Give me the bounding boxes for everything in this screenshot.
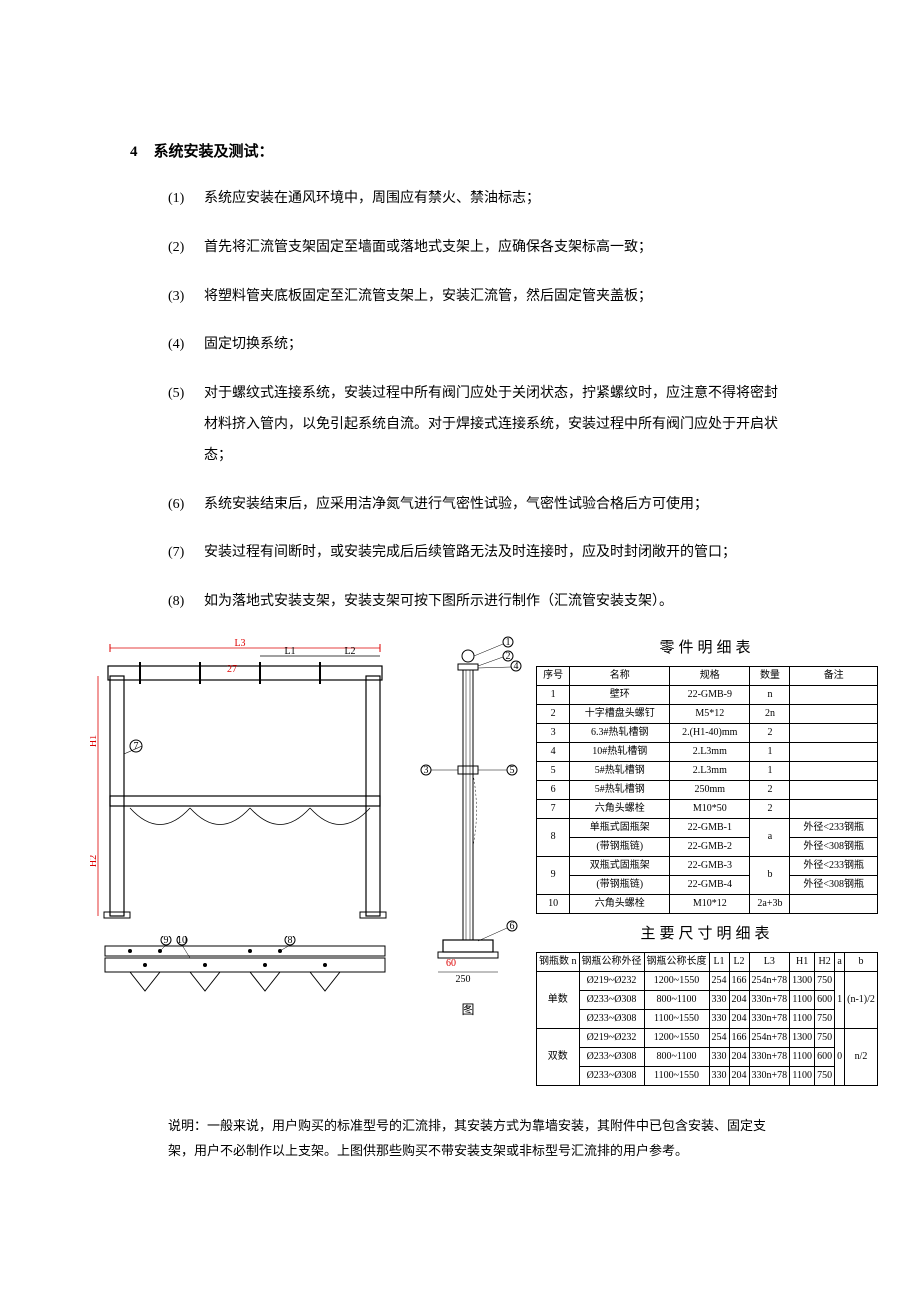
col-spec: 规格 [670,666,750,685]
table-row: 36.3#热轧槽钢2.(H1-40)mm2 [537,723,878,742]
table-row: 10六角头螺栓M10*122a+3b [537,894,878,913]
section-heading: 4 系统安装及测试： [130,140,790,164]
dim-27: 27 [227,664,237,675]
dims-table-title: 主要尺寸明细表 [536,922,878,946]
callout-8: 8 [288,936,293,946]
list-marker: (5) [168,379,184,410]
table-row: 9 双瓶式固瓶架 22-GMB-3 b 外径<233钢瓶 [537,856,878,875]
table-row: 410#热轧槽钢2.L3mm1 [537,742,878,761]
list-item: (2) 首先将汇流管支架固定至墙面或落地式支架上，应确保各支架标高一致； [168,233,790,264]
parts-table-title: 零件明细表 [536,636,878,660]
left-diagrams: L3 L1 L2 27 H1 H2 7 [90,636,400,1086]
table-row: (带钢瓶链) 22-GMB-2 外径<308钢瓶 [537,837,878,856]
dims-table: 钢瓶数 n 钢瓶公称外径 钢瓶公称长度 L1 L2 L3 H1 H2 a b 单… [536,952,878,1086]
parts-table-block: 零件明细表 序号 名称 规格 数量 备注 1壁环22-GMB-9n 2十字槽盘头… [536,636,878,914]
table-header-row: 钢瓶数 n 钢瓶公称外径 钢瓶公称长度 L1 L2 L3 H1 H2 a b [537,952,878,971]
callout-6: 6 [510,921,515,932]
callout-9: 9 [164,936,169,946]
col-no: 序号 [537,666,570,685]
list-marker: (6) [168,490,184,521]
dim-h1: H1 [90,735,99,747]
list-item: (6) 系统安装结束后，应采用洁净氮气进行气密性试验，气密性试验合格后方可使用； [168,490,790,521]
table-header-row: 序号 名称 规格 数量 备注 [537,666,878,685]
list-text: 系统安装结束后，应采用洁净氮气进行气密性试验，气密性试验合格后方可使用； [204,497,708,512]
dim-l3: L3 [234,638,245,649]
list-text: 系统应安装在通风环境中，周围应有禁火、禁油标志； [204,191,540,206]
dim-250: 250 [456,974,471,985]
list-item: (8) 如为落地式安装支架，安装支架可按下图所示进行制作（汇流管安装支架）。 [168,587,790,618]
callout-3: 3 [424,765,429,776]
list-item: (4) 固定切换系统； [168,330,790,361]
list-text: 将塑料管夹底板固定至汇流管支架上，安装汇流管，然后固定管夹盖板； [204,289,652,304]
table-row: 55#热轧槽钢2.L3mm1 [537,761,878,780]
list-item: (3) 将塑料管夹底板固定至汇流管支架上，安装汇流管，然后固定管夹盖板； [168,282,790,313]
list-text: 首先将汇流管支架固定至墙面或落地式支架上，应确保各支架标高一致； [204,240,652,255]
callout-1: 1 [506,637,511,648]
table-row: 单数 Ø219~Ø2321200~1550254166254n+78130075… [537,971,878,990]
table-row: 65#热轧槽钢250mm2 [537,780,878,799]
list-text: 如为落地式安装支架，安装支架可按下图所示进行制作（汇流管安装支架）。 [204,594,673,609]
footnote: 说明：一般来说，用户购买的标准型号的汇流排，其安装方式为靠墙安装，其附件中已包含… [130,1114,790,1163]
table-row: (带钢瓶链) 22-GMB-4 外径<308钢瓶 [537,875,878,894]
diagram-area: L3 L1 L2 27 H1 H2 7 [90,636,860,1086]
callout-10: 10 [177,936,187,946]
list-marker: (7) [168,538,184,569]
parts-table: 序号 名称 规格 数量 备注 1壁环22-GMB-9n 2十字槽盘头螺钉M5*1… [536,666,878,914]
table-row: 7六角头螺栓M10*502 [537,799,878,818]
list-text: 对于螺纹式连接系统，安装过程中所有阀门应处于关闭状态，拧紧螺纹时，应注意不得将密… [204,386,778,463]
list-marker: (4) [168,330,184,361]
section-number: 4 [130,140,138,164]
list-text: 固定切换系统； [204,337,302,352]
list-item: (1) 系统应安装在通风环境中，周围应有禁火、禁油标志； [168,184,790,215]
table-row: 1壁环22-GMB-9n [537,685,878,704]
list-marker: (1) [168,184,184,215]
callout-2: 2 [506,651,511,662]
right-tables: 零件明细表 序号 名称 规格 数量 备注 1壁环22-GMB-9n 2十字槽盘头… [536,636,878,1086]
column-svg: 60 250 1 2 3 4 5 6 [408,636,528,996]
dims-table-block: 主要尺寸明细表 钢瓶数 n 钢瓶公称外径 钢瓶公称长度 L1 L2 L3 H1 … [536,922,878,1086]
list-marker: (3) [168,282,184,313]
frame-diagram: L3 L1 L2 27 H1 H2 7 [90,636,400,926]
column-detail: 60 250 1 2 3 4 5 6 图 [408,636,528,1086]
col-name: 名称 [570,666,670,685]
table-row: 2十字槽盘头螺钉M5*122n [537,704,878,723]
figure-caption: 图 [461,1000,474,1021]
elevation-diagram: 9 10 8 [90,936,400,1006]
list-item: (5) 对于螺纹式连接系统，安装过程中所有阀门应处于关闭状态，拧紧螺纹时，应注意不… [168,379,790,471]
dim-l1: L1 [284,646,295,657]
table-row: Ø233~Ø308800~1100330204330n+781100600 [537,990,878,1009]
table-row: Ø233~Ø3081100~1550330204330n+781100750 [537,1009,878,1028]
table-row: Ø233~Ø3081100~1550330204330n+781100750 [537,1066,878,1085]
list-text: 安装过程有间断时，或安装完成后后续管路无法及时连接时，应及时封闭敞开的管口； [204,545,736,560]
callout-4: 4 [514,661,519,672]
instruction-list: (1) 系统应安装在通风环境中，周围应有禁火、禁油标志； (2) 首先将汇流管支架固… [130,184,790,618]
table-row: Ø233~Ø308800~1100330204330n+781100600 [537,1047,878,1066]
table-row: 8 单瓶式固瓶架 22-GMB-1 a 外径<233钢瓶 [537,818,878,837]
list-marker: (8) [168,587,184,618]
col-qty: 数量 [750,666,790,685]
callout-5: 5 [510,765,515,776]
dim-h2: H2 [90,855,99,867]
section-title-text: 系统安装及测试： [154,144,274,160]
list-marker: (2) [168,233,184,264]
callout-7: 7 [134,741,139,752]
dim-l2: L2 [344,646,355,657]
table-row: 双数 Ø219~Ø2321200~1550254166254n+78130075… [537,1028,878,1047]
dim-60: 60 [446,958,456,969]
list-item: (7) 安装过程有间断时，或安装完成后后续管路无法及时连接时，应及时封闭敞开的管口… [168,538,790,569]
col-note: 备注 [790,666,877,685]
